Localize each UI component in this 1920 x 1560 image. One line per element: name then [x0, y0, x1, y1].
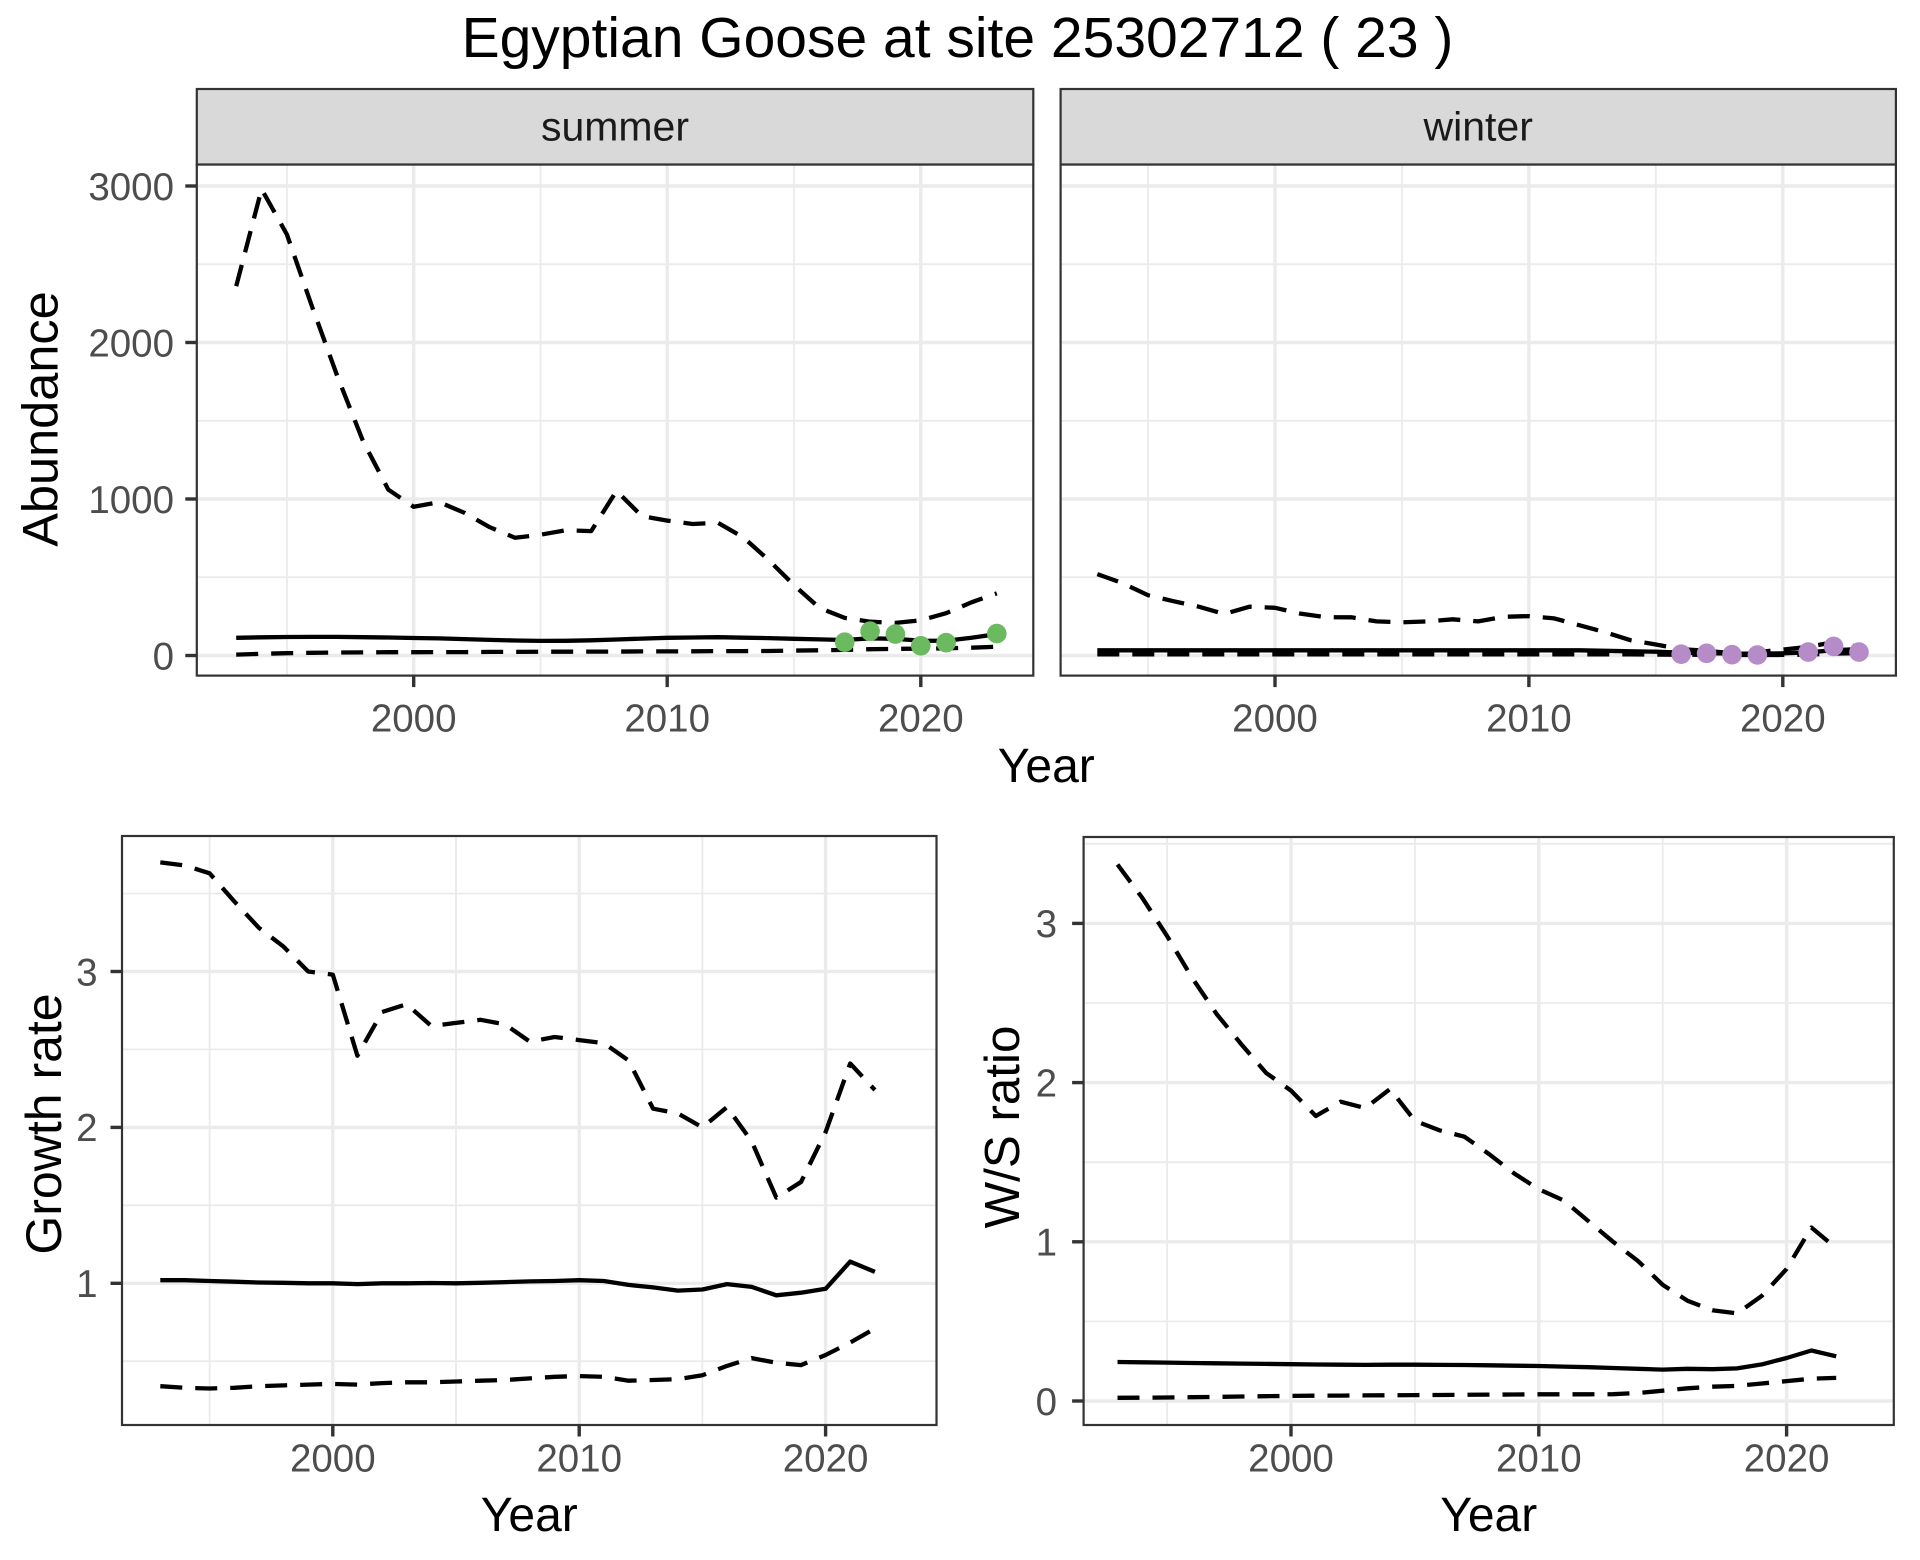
- svg-text:Abundance: Abundance: [12, 291, 69, 547]
- svg-text:Year: Year: [481, 1489, 578, 1542]
- svg-text:Year: Year: [998, 740, 1095, 793]
- svg-text:2010: 2010: [1486, 698, 1572, 741]
- svg-text:2000: 2000: [1248, 1438, 1334, 1481]
- svg-text:Growth rate: Growth rate: [16, 993, 72, 1254]
- svg-text:1: 1: [1036, 1222, 1057, 1265]
- svg-text:2010: 2010: [624, 698, 710, 741]
- svg-text:2020: 2020: [783, 1438, 869, 1481]
- svg-text:2020: 2020: [1740, 698, 1826, 741]
- svg-text:2: 2: [76, 1107, 97, 1150]
- svg-text:Egyptian Goose at site 2530271: Egyptian Goose at site 25302712 ( 23 ): [462, 6, 1454, 70]
- svg-text:0: 0: [1036, 1381, 1057, 1424]
- svg-text:3000: 3000: [88, 166, 174, 209]
- svg-text:3: 3: [1036, 903, 1057, 946]
- svg-text:2000: 2000: [371, 698, 457, 741]
- svg-text:winter: winter: [1423, 103, 1533, 149]
- svg-text:2000: 2000: [1232, 698, 1318, 741]
- svg-text:2020: 2020: [1744, 1438, 1830, 1481]
- svg-text:W/S ratio: W/S ratio: [975, 1026, 1030, 1229]
- svg-text:0: 0: [153, 635, 174, 678]
- svg-text:Year: Year: [1440, 1489, 1537, 1542]
- svg-text:2010: 2010: [1496, 1438, 1582, 1481]
- svg-text:2020: 2020: [878, 698, 964, 741]
- svg-text:1000: 1000: [88, 479, 174, 522]
- svg-text:2000: 2000: [290, 1438, 376, 1481]
- svg-text:2010: 2010: [536, 1438, 622, 1481]
- svg-text:3: 3: [76, 951, 97, 994]
- svg-text:2: 2: [1036, 1062, 1057, 1105]
- svg-text:2000: 2000: [88, 322, 174, 365]
- svg-text:summer: summer: [541, 103, 689, 149]
- svg-text:1: 1: [76, 1263, 97, 1306]
